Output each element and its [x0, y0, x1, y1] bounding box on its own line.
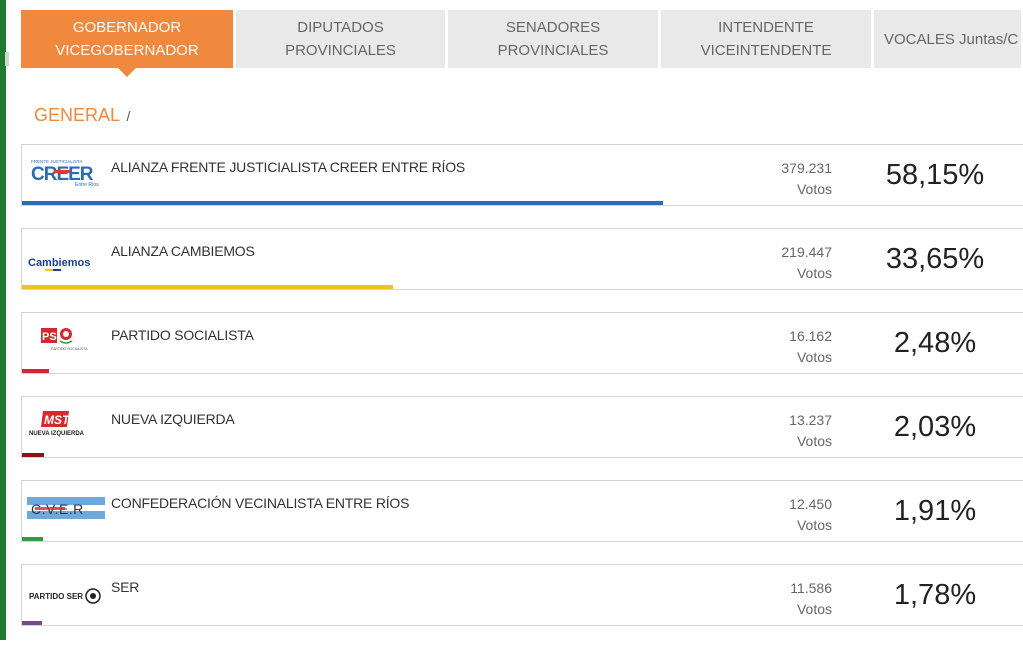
vote-count: 219.447 Votos	[767, 242, 832, 284]
frame-notch	[5, 52, 9, 66]
vote-percentage: 1,78%	[893, 579, 977, 611]
tab-label-line1: GOBERNADOR	[72, 19, 182, 36]
tab-label-line1: SENADORES	[505, 19, 601, 36]
svg-text:PARTIDO SER: PARTIDO SER	[29, 592, 83, 601]
left-frame-edge	[0, 0, 9, 640]
vote-share-bar	[22, 453, 44, 457]
tab-vocales[interactable]: VOCALES Juntas/C	[874, 10, 1021, 68]
svg-text:FRENTE JUSTICIALISTA: FRENTE JUSTICIALISTA	[31, 159, 82, 164]
tab-label-line2: VICEGOBERNADOR	[55, 42, 199, 59]
result-row-partido-socialista[interactable]: PS PARTIDO SOCIALISTA PARTIDO SOCIALISTA…	[21, 312, 1023, 374]
vote-share-bar	[22, 621, 42, 625]
vote-percentage: 2,48%	[893, 327, 977, 359]
vote-count: 11.586 Votos	[767, 578, 832, 620]
vote-share-bar	[22, 285, 393, 289]
breadcrumb-separator: /	[126, 108, 131, 124]
svg-text:MST: MST	[44, 413, 71, 427]
votes-label: Votos	[796, 517, 832, 533]
result-row-nueva-izquierda[interactable]: MST NUEVA IZQUIERDA NUEVA IZQUIERDA 13.2…	[21, 396, 1023, 458]
vote-number: 219.447	[781, 244, 832, 260]
svg-text:CREER: CREER	[31, 164, 94, 185]
creer-logo: FRENTE JUSTICIALISTA CREER Entre Ríos	[27, 155, 105, 189]
party-name: CONFEDERACIÓN VECINALISTA ENTRE RÍOS	[111, 495, 410, 511]
tab-label-line1: DIPUTADOS	[297, 19, 384, 36]
vote-count: 12.450 Votos	[767, 494, 832, 536]
vote-number: 13.237	[789, 412, 832, 428]
vote-percentage: 2,03%	[893, 411, 977, 443]
vote-number: 11.586	[790, 580, 832, 596]
tab-label-line1: VOCALES Juntas/C	[884, 30, 1019, 48]
vote-number: 379.231	[781, 160, 832, 176]
ser-logo: PARTIDO SER	[27, 575, 105, 609]
vote-share-bar	[22, 369, 49, 373]
result-row-creer[interactable]: FRENTE JUSTICIALISTA CREER Entre Ríos AL…	[21, 144, 1023, 206]
svg-text:PARTIDO SOCIALISTA: PARTIDO SOCIALISTA	[51, 347, 88, 351]
tab-intendente[interactable]: INTENDENTE VICEINTENDENTE	[661, 10, 871, 68]
tab-label-line2: PROVINCIALES	[497, 42, 609, 59]
tab-label-line2: PROVINCIALES	[285, 42, 396, 59]
cver-logo: C.V.E.R	[27, 491, 105, 525]
vote-share-bar	[22, 537, 43, 541]
votes-label: Votos	[796, 601, 832, 617]
result-row-cambiemos[interactable]: Cambiemos ALIANZA CAMBIEMOS 219.447 Voto…	[21, 228, 1023, 290]
svg-text:Cambiemos: Cambiemos	[28, 257, 90, 269]
svg-text:NUEVA IZQUIERDA: NUEVA IZQUIERDA	[29, 431, 85, 437]
cambiemos-logo: Cambiemos	[27, 239, 105, 273]
result-row-confederacion-vecinalista[interactable]: C.V.E.R CONFEDERACIÓN VECINALISTA ENTRE …	[21, 480, 1023, 542]
party-name: NUEVA IZQUIERDA	[111, 411, 235, 427]
party-name: PARTIDO SOCIALISTA	[111, 327, 254, 343]
vote-share-bar	[22, 201, 663, 205]
vote-number: 16.162	[789, 328, 832, 344]
vote-percentage: 1,91%	[893, 495, 977, 527]
svg-text:PS: PS	[42, 331, 57, 343]
vote-count: 13.237 Votos	[767, 410, 832, 452]
tab-gobernador[interactable]: GOBERNADOR VICEGOBERNADOR	[21, 10, 233, 77]
mst-logo: MST NUEVA IZQUIERDA	[27, 407, 105, 441]
tab-label-line1: INTENDENTE	[718, 19, 814, 36]
vote-percentage: 58,15%	[885, 159, 985, 191]
vote-count: 379.231 Votos	[767, 158, 832, 200]
ps-logo: PS PARTIDO SOCIALISTA	[27, 323, 105, 357]
election-tabs: GOBERNADOR VICEGOBERNADOR DIPUTADOS PROV…	[21, 10, 1023, 77]
votes-label: Votos	[796, 433, 832, 449]
votes-label: Votos	[796, 181, 832, 197]
votes-label: Votos	[796, 265, 832, 281]
breadcrumb: GENERAL /	[34, 105, 130, 126]
vote-count: 16.162 Votos	[767, 326, 832, 368]
vote-number: 12.450	[789, 496, 832, 512]
votes-label: Votos	[796, 349, 832, 365]
tab-senadores[interactable]: SENADORES PROVINCIALES	[448, 10, 658, 68]
party-name: ALIANZA CAMBIEMOS	[111, 243, 255, 259]
result-row-ser[interactable]: PARTIDO SER SER 11.586 Votos 1,78%	[21, 564, 1023, 626]
tab-diputados[interactable]: DIPUTADOS PROVINCIALES	[236, 10, 445, 68]
results-list: FRENTE JUSTICIALISTA CREER Entre Ríos AL…	[21, 144, 1023, 648]
party-name: SER	[111, 579, 140, 595]
svg-text:Entre Ríos: Entre Ríos	[75, 182, 99, 188]
party-name: ALIANZA FRENTE JUSTICIALISTA CREER ENTRE…	[111, 159, 466, 175]
breadcrumb-general[interactable]: GENERAL	[34, 105, 121, 125]
tab-label-line2: VICEINTENDENTE	[700, 42, 832, 59]
vote-percentage: 33,65%	[885, 243, 985, 275]
